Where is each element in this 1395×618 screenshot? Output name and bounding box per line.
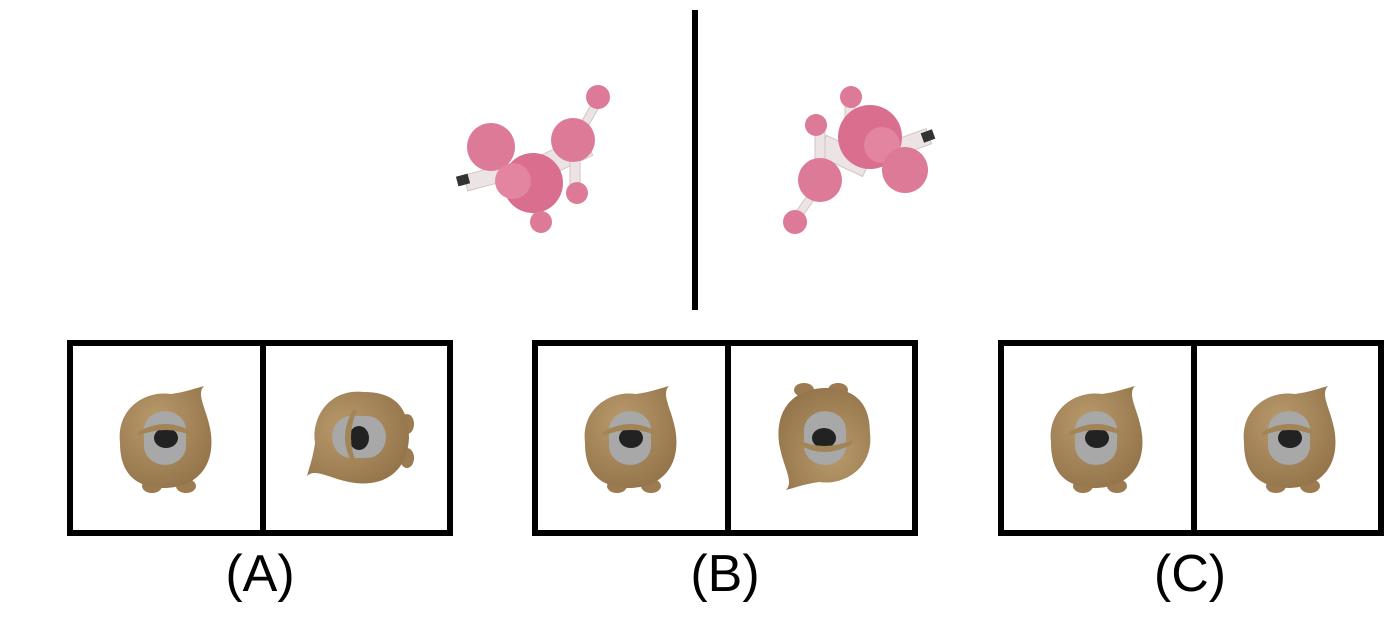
- reference-molecule-left: [455, 85, 610, 233]
- panel-divider: [260, 346, 266, 530]
- option-a-left-view: [73, 346, 260, 530]
- reference-molecule-right: [783, 86, 936, 234]
- option-a-panel[interactable]: [67, 340, 453, 536]
- option-b-left-view: [538, 346, 725, 530]
- option-b-right-view: [731, 346, 918, 530]
- creature-image: [307, 391, 414, 484]
- creature-image: [584, 386, 677, 493]
- option-c-label[interactable]: (C): [1153, 545, 1227, 603]
- option-a-right-view: [266, 346, 453, 530]
- creature-image: [119, 386, 212, 493]
- panel-divider: [725, 346, 731, 530]
- option-c-right-view: [1197, 346, 1384, 530]
- creature-image: [778, 383, 871, 490]
- option-a-label[interactable]: (A): [225, 545, 295, 603]
- creature-image: [1243, 386, 1336, 493]
- creature-image: [1050, 386, 1143, 493]
- option-b-label[interactable]: (B): [690, 545, 760, 603]
- center-divider: [692, 10, 698, 310]
- option-c-panel[interactable]: [998, 340, 1384, 536]
- panel-divider: [1191, 346, 1197, 530]
- option-b-panel[interactable]: [532, 340, 918, 536]
- option-c-left-view: [1004, 346, 1191, 530]
